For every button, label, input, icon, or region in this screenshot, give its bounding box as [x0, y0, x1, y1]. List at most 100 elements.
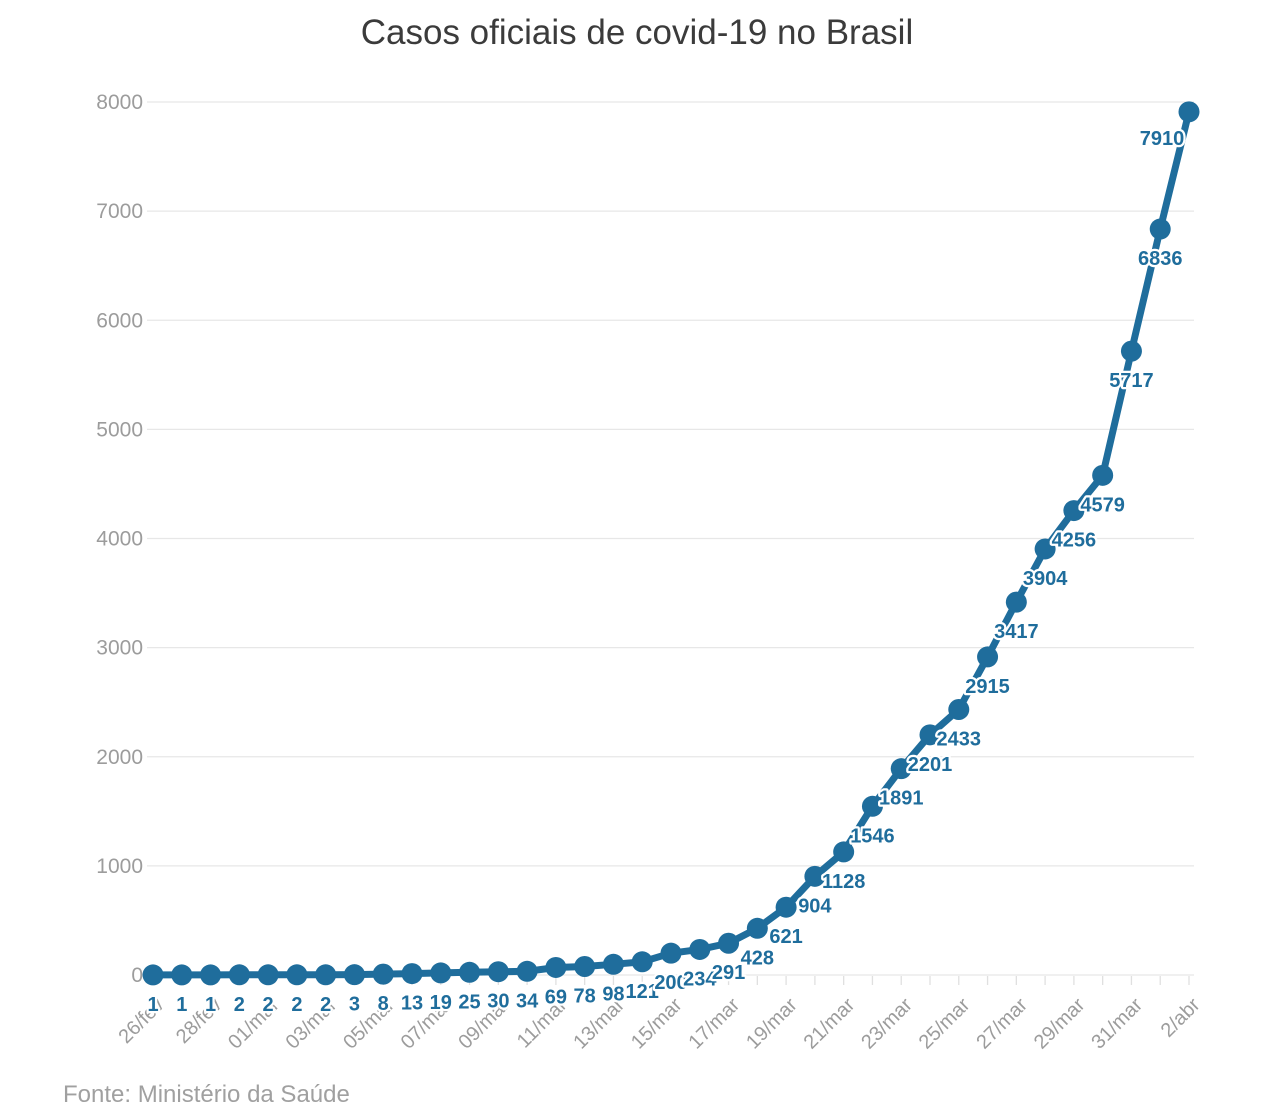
- x-tick-label: 17/mar: [685, 994, 745, 1054]
- data-point: [545, 956, 567, 978]
- data-point: [1178, 101, 1200, 123]
- y-tick-label: 8000: [96, 91, 143, 114]
- data-point-label: 2915: [965, 676, 1010, 698]
- x-tick-label: 21/mar: [800, 994, 860, 1054]
- data-point: [746, 917, 768, 939]
- data-point-label: 25: [458, 991, 480, 1013]
- data-point-label: 2: [320, 994, 331, 1016]
- data-point-label: 2: [234, 994, 245, 1016]
- data-line: [149, 108, 1193, 979]
- data-point-label: 1891: [879, 788, 924, 810]
- y-tick-label: 4000: [96, 528, 143, 551]
- data-point: [574, 955, 596, 977]
- x-tick-label: 31/mar: [1087, 994, 1147, 1054]
- data-point: [1120, 340, 1142, 362]
- data-point-labels: 1 1 1 2 2 2 2 3 8 13 19 25 30 34 69 78 98 121200234291428…: [145, 126, 1186, 1019]
- data-point-label: 19: [430, 992, 452, 1014]
- x-tick-label: 2/abr: [1157, 994, 1205, 1042]
- data-point-label: 234: [683, 968, 717, 990]
- x-tick-label: 26/fev: [114, 994, 168, 1048]
- data-point: [459, 961, 481, 983]
- y-tick-label: 2000: [96, 746, 143, 769]
- data-point-label: 6836: [1138, 248, 1183, 270]
- x-axis-labels: 26/fev 28/fev01/mar03/mar05/mar07/mar09/m…: [114, 994, 1204, 1054]
- data-point-label: 4256: [1052, 530, 1097, 552]
- data-point: [804, 865, 826, 887]
- data-point: [142, 964, 164, 986]
- data-point-label: 69: [545, 986, 567, 1008]
- data-point-label: 7910: [1140, 128, 1185, 150]
- data-point: [602, 953, 624, 975]
- data-point: [257, 964, 279, 986]
- data-point-label: 291: [712, 962, 745, 984]
- data-point-label: 1546: [850, 825, 895, 847]
- data-point: [919, 724, 941, 746]
- data-point-label: 3: [349, 994, 360, 1016]
- data-point: [689, 938, 711, 960]
- data-point-label: 428: [741, 947, 774, 969]
- data-point-label: 2: [263, 994, 274, 1016]
- y-tick-label: 7000: [96, 200, 143, 223]
- data-point-label: 2433: [937, 728, 982, 750]
- data-point-label: 30: [487, 991, 509, 1013]
- y-axis-labels: 0 1000 2000 3000 4000 5000 6000 7000 8000: [96, 91, 143, 987]
- data-point-label: 5717: [1109, 370, 1154, 392]
- y-tick-label: 1000: [96, 855, 143, 878]
- data-point-label: 121: [626, 981, 659, 1003]
- data-point: [775, 896, 797, 918]
- x-tick-label: 19/mar: [742, 994, 802, 1054]
- data-point: [948, 698, 970, 720]
- data-point: [1063, 500, 1085, 522]
- data-point: [516, 960, 538, 982]
- data-point-label: 2: [291, 994, 302, 1016]
- data-point-label: 98: [602, 983, 624, 1005]
- x-tick-label: 27/mar: [972, 994, 1032, 1054]
- data-point: [1005, 591, 1027, 613]
- data-point: [315, 964, 337, 986]
- data-point: [977, 646, 999, 668]
- y-gridlines: [147, 101, 1194, 976]
- data-point: [171, 964, 193, 986]
- source-attribution: Fonte: Ministério da Saúde: [63, 1081, 350, 1108]
- data-point-label: 3904: [1023, 568, 1068, 590]
- data-point-label: 1: [176, 994, 187, 1016]
- data-point: [286, 964, 308, 986]
- data-point: [861, 795, 883, 817]
- data-point-label: 2201: [908, 754, 953, 776]
- data-point-label: 8: [378, 993, 389, 1015]
- data-point-label: 34: [516, 990, 539, 1012]
- data-point: [833, 841, 855, 863]
- data-point-label: 200: [654, 972, 687, 994]
- data-point: [372, 963, 394, 985]
- y-tick-label: 5000: [96, 418, 143, 441]
- data-point-label: 1: [147, 994, 158, 1016]
- data-point: [718, 932, 740, 954]
- data-point: [487, 961, 509, 983]
- data-points: [142, 101, 1200, 986]
- data-point: [631, 951, 653, 973]
- data-point: [228, 964, 250, 986]
- x-tick-label: 29/mar: [1030, 994, 1090, 1054]
- data-point: [401, 963, 423, 985]
- y-tick-label: 0: [131, 964, 143, 987]
- data-point-label: 3417: [994, 621, 1039, 643]
- data-point: [660, 942, 682, 964]
- x-tick-label: 25/mar: [915, 994, 975, 1054]
- data-point-label: 13: [401, 993, 423, 1015]
- data-point-label: 904: [798, 895, 832, 917]
- data-point: [1149, 218, 1171, 240]
- data-point: [430, 962, 452, 984]
- data-point-label: 78: [574, 985, 596, 1007]
- y-tick-label: 3000: [96, 637, 143, 660]
- data-point: [890, 758, 912, 780]
- y-tick-label: 6000: [96, 309, 143, 332]
- chart-title: Casos oficiais de covid-19 no Brasil: [360, 13, 914, 52]
- data-point: [343, 964, 365, 986]
- x-tick-label: 23/mar: [857, 994, 917, 1054]
- data-point: [1092, 464, 1114, 486]
- data-point: [200, 964, 222, 986]
- data-point-label: 4579: [1080, 494, 1125, 516]
- data-point-label: 1128: [822, 871, 865, 893]
